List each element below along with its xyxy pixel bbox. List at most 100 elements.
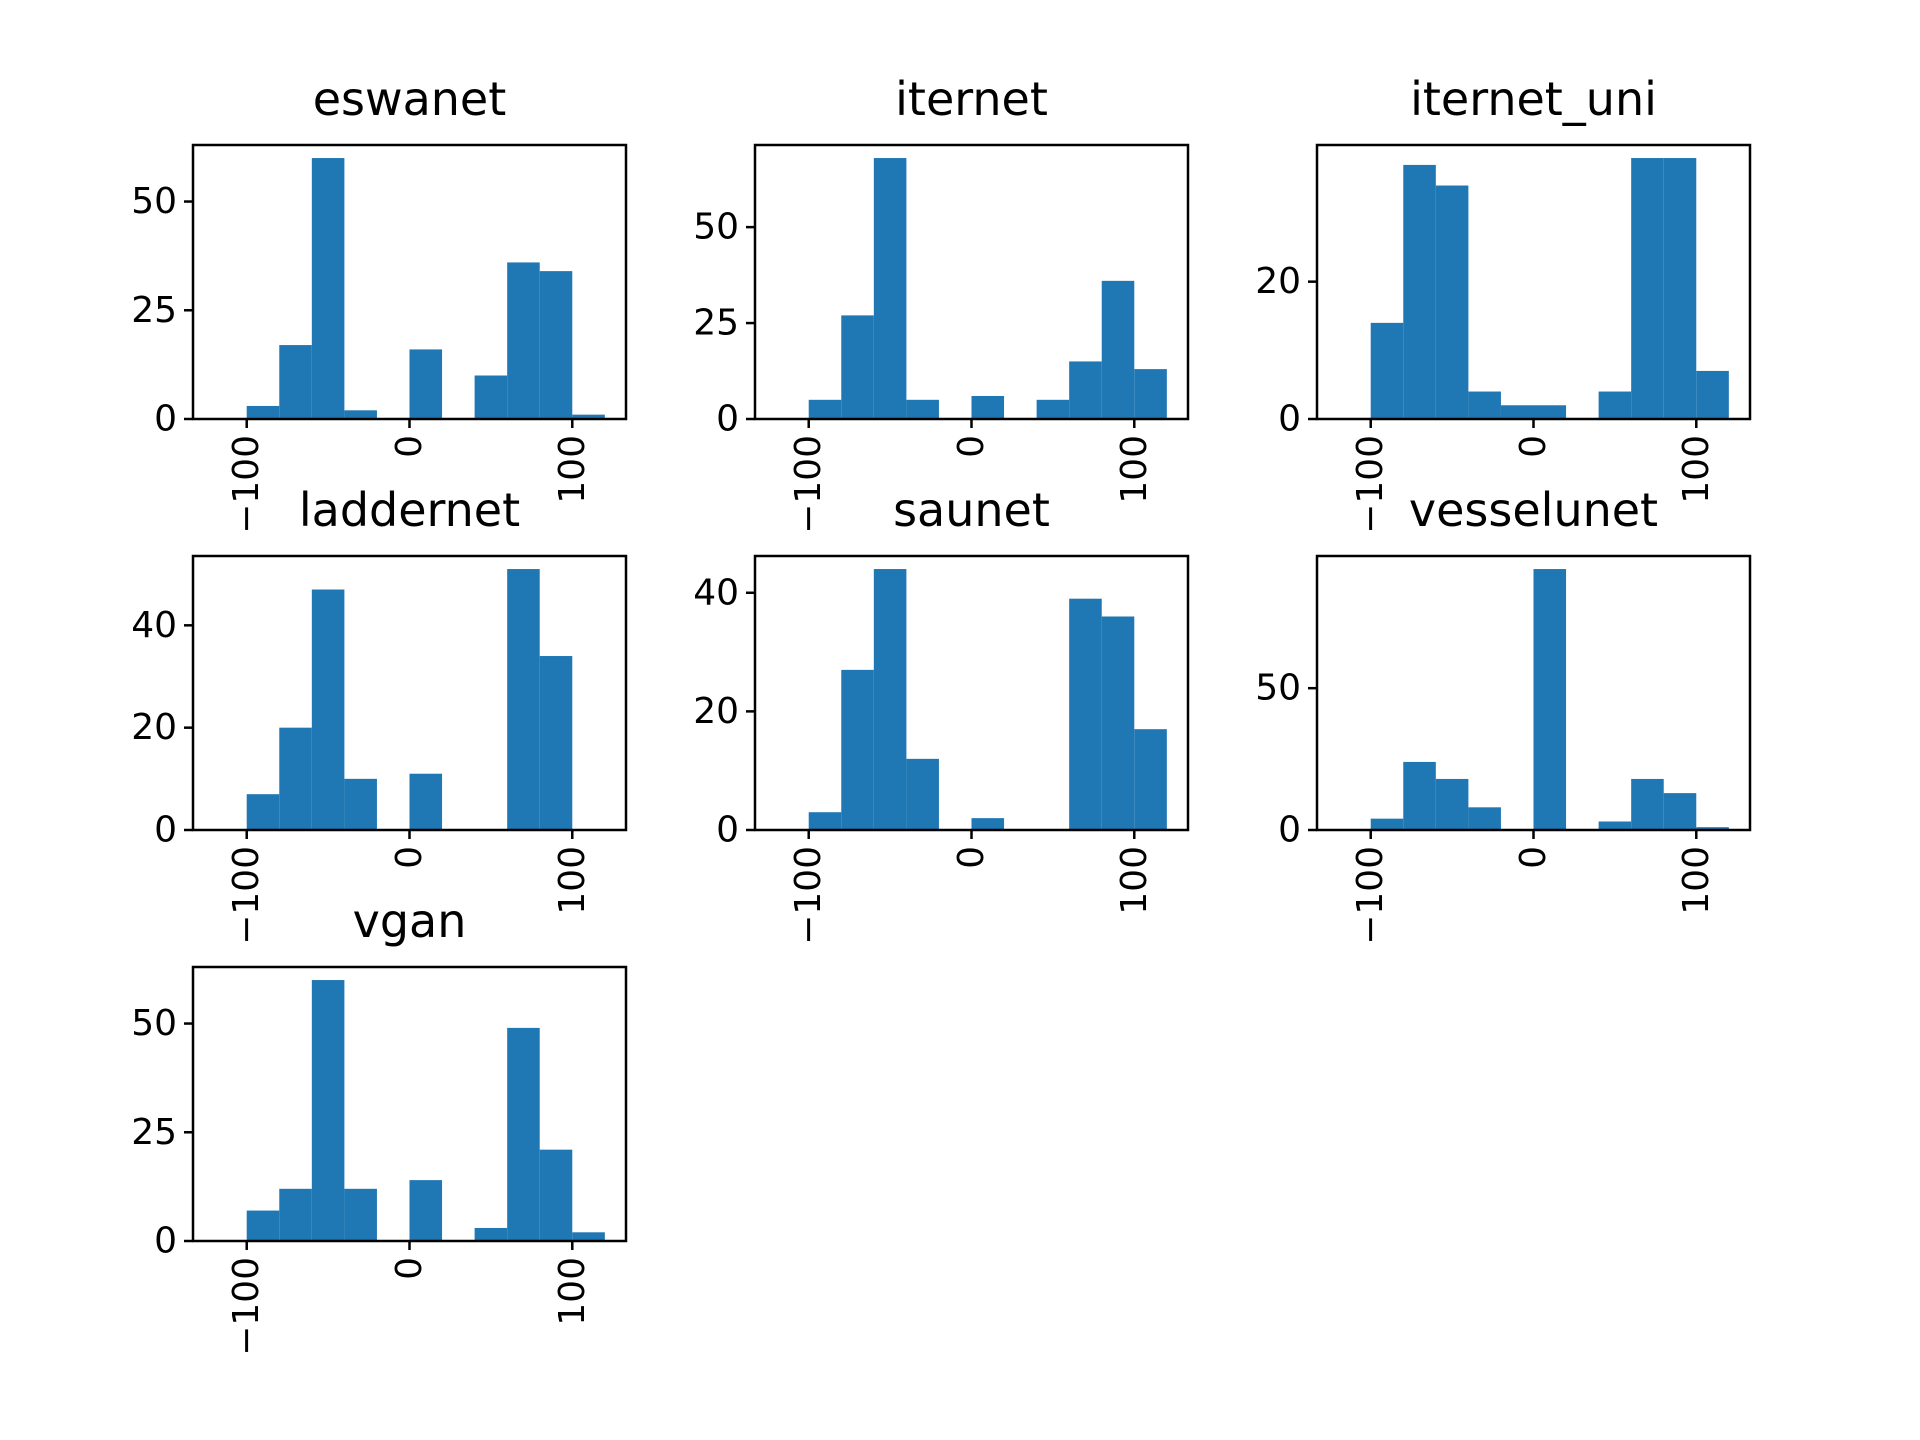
x-tick-label: 0: [1513, 846, 1554, 869]
histogram-bar: [1403, 164, 1436, 419]
panel-title: iternet_uni: [1410, 72, 1657, 126]
histogram-bar: [1533, 569, 1567, 830]
histogram-bar: [1403, 761, 1436, 830]
x-tick-label: −100: [1350, 435, 1391, 534]
histogram-bar: [1069, 361, 1102, 419]
histogram-bar: [906, 399, 939, 419]
y-tick-label: 0: [154, 1221, 177, 1262]
histogram-bar: [1631, 158, 1664, 420]
histogram-bar: [1468, 391, 1501, 419]
y-tick-label: 50: [131, 181, 177, 222]
x-tick-label: 0: [389, 435, 430, 458]
panel-title: laddernet: [299, 483, 520, 537]
x-tick-label: 100: [552, 1257, 593, 1326]
histogram-bar: [1696, 370, 1729, 419]
histogram-panel-iternet_uni: 0 20 −100 0 100 iternet_uni: [1255, 72, 1752, 534]
histogram-bar: [246, 1210, 280, 1241]
histogram-bar: [1598, 821, 1632, 830]
y-tick-label: 40: [131, 605, 177, 646]
histogram-bar: [1435, 778, 1469, 830]
histogram-bar: [409, 349, 443, 419]
histogram-bar: [1435, 185, 1469, 419]
histogram-panel-laddernet: 0 20 40 −100 0 100 laddernet: [131, 483, 628, 945]
panel-title: iternet: [895, 72, 1048, 126]
panel-title: vgan: [353, 894, 467, 948]
histogram-bar: [841, 315, 874, 419]
x-tick-label: 0: [1513, 435, 1554, 458]
histogram-bar: [409, 773, 443, 830]
x-tick-label: −100: [226, 1257, 267, 1356]
x-tick-label: 0: [389, 846, 430, 869]
x-tick-label: 100: [552, 435, 593, 504]
y-tick-label: 0: [154, 810, 177, 851]
histogram-bar: [1500, 405, 1534, 419]
histogram-panel-vesselunet: 0 50 −100 0 100 vesselunet: [1255, 483, 1752, 945]
histogram-panel-vgan: 0 25 50 −100 0 100 vgan: [131, 894, 628, 1356]
histogram-bar: [539, 656, 573, 830]
histogram-bar: [1696, 827, 1729, 830]
histogram-bar: [279, 727, 312, 830]
histogram-bar: [906, 758, 939, 830]
x-tick-label: 100: [1676, 846, 1717, 915]
histogram-bar: [971, 818, 1005, 830]
histogram-panel-eswanet: 0 25 50 −100 0 100 eswanet: [131, 72, 628, 534]
histogram-panel-iternet: 0 25 50 −100 0 100 iternet: [693, 72, 1190, 534]
histogram-bar: [1134, 729, 1167, 830]
histogram-bar: [1598, 391, 1632, 419]
x-tick-label: 0: [951, 846, 992, 869]
histogram-bar: [474, 1227, 508, 1241]
histogram-bar: [1631, 778, 1664, 830]
histogram-bar: [539, 1149, 573, 1241]
histogram-bar: [841, 669, 874, 830]
histogram-bar: [344, 410, 377, 419]
panel-title: eswanet: [313, 72, 507, 126]
x-tick-label: 100: [1676, 435, 1717, 504]
histogram-panel-saunet: 0 20 40 −100 0 100 saunet: [693, 483, 1190, 945]
y-tick-label: 50: [131, 1003, 177, 1044]
x-tick-label: 100: [1114, 435, 1155, 504]
histogram-bar: [507, 569, 540, 830]
y-tick-label: 20: [693, 691, 739, 732]
histogram-bar: [246, 794, 280, 830]
panel-title: saunet: [893, 483, 1050, 537]
y-tick-label: 25: [131, 1112, 177, 1153]
y-tick-label: 50: [1255, 668, 1301, 709]
x-tick-label: 100: [552, 846, 593, 915]
x-tick-label: −100: [226, 435, 267, 534]
histogram-bar: [539, 271, 573, 419]
histogram-bar: [1036, 399, 1070, 419]
histogram-bar: [1468, 807, 1501, 830]
histogram-bar: [507, 262, 540, 419]
histogram-bar: [873, 158, 907, 420]
histogram-bar: [1533, 405, 1567, 419]
histogram-bar: [1101, 616, 1135, 830]
y-tick-label: 20: [1255, 261, 1301, 302]
histogram-bar: [311, 158, 345, 420]
histogram-bar: [1134, 369, 1167, 419]
histogram-bar: [1069, 598, 1102, 830]
histogram-bar: [873, 569, 907, 830]
histogram-bar: [971, 395, 1005, 419]
histogram-bar: [344, 1188, 377, 1241]
x-tick-label: −100: [226, 846, 267, 945]
y-tick-label: 0: [154, 399, 177, 440]
y-tick-label: 0: [716, 810, 739, 851]
y-tick-label: 40: [693, 572, 739, 613]
histogram-bar: [409, 1180, 443, 1241]
histogram-bar: [1663, 158, 1697, 420]
histogram-bar: [311, 589, 345, 830]
histogram-bar: [808, 399, 842, 419]
histogram-bar: [279, 1188, 312, 1241]
histogram-bar: [246, 405, 280, 419]
histogram-bar: [572, 1232, 605, 1241]
y-tick-label: 20: [131, 707, 177, 748]
y-tick-label: 0: [716, 399, 739, 440]
x-tick-label: −100: [788, 435, 829, 534]
x-tick-label: 0: [389, 1257, 430, 1280]
histogram-bar: [279, 345, 312, 419]
histogram-bar: [474, 375, 508, 419]
histogram-bar: [572, 414, 605, 419]
x-tick-label: −100: [1350, 846, 1391, 945]
y-tick-label: 25: [131, 290, 177, 331]
